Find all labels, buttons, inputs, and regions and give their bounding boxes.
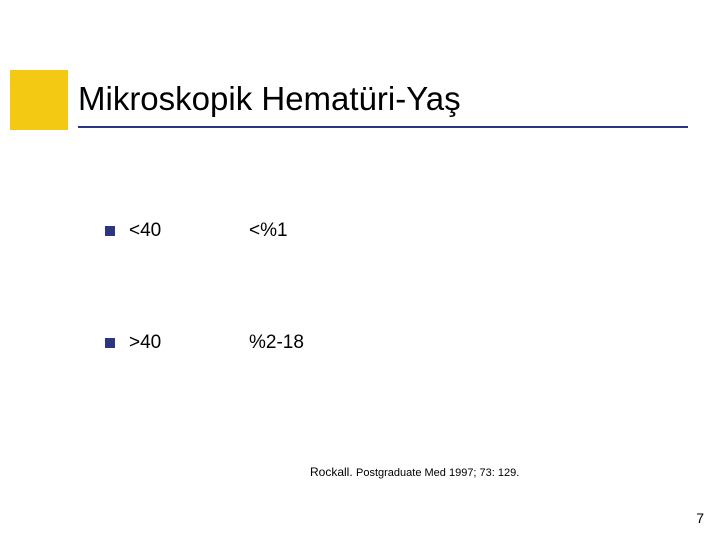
age-value: <40 <box>129 220 249 242</box>
slide-title: Mikroskopik Hematüri-Yaş <box>78 80 461 118</box>
list-item: >40 %2-18 <box>105 332 304 354</box>
age-value: >40 <box>129 332 249 354</box>
bullet-icon <box>105 338 115 348</box>
list-item: <40 <%1 <box>105 220 304 242</box>
citation: Rockall. Postgraduate Med 1997; 73: 129. <box>310 465 519 479</box>
citation-rest: Postgraduate Med 1997; 73: 129. <box>356 467 519 479</box>
title-underline <box>78 126 688 128</box>
percent-value: %2-18 <box>249 332 304 354</box>
bullet-icon <box>105 226 115 236</box>
title-block: Mikroskopik Hematüri-Yaş <box>78 80 461 118</box>
percent-value: <%1 <box>249 220 288 242</box>
citation-author: Rockall. <box>310 465 356 479</box>
accent-rectangle <box>10 70 68 130</box>
page-number: 7 <box>696 510 704 526</box>
content-area: <40 <%1 >40 %2-18 <box>105 220 304 444</box>
slide: Mikroskopik Hematüri-Yaş <40 <%1 >40 %2-… <box>0 0 720 540</box>
